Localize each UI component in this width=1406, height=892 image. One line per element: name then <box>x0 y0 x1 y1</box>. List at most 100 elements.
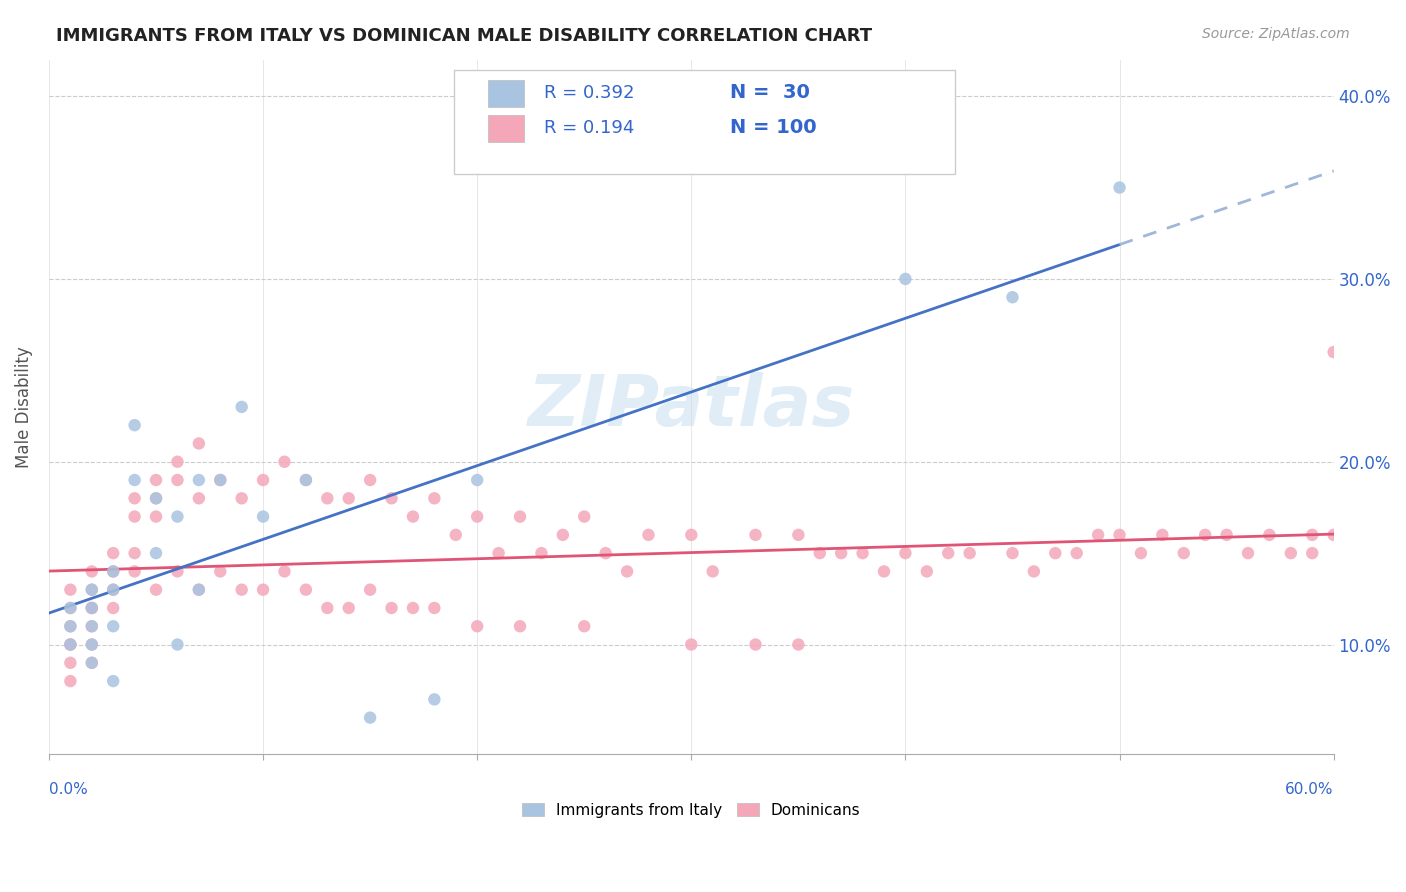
Point <box>1301 546 1323 560</box>
Point <box>894 272 917 286</box>
Text: N =  30: N = 30 <box>730 84 810 103</box>
Point <box>1323 528 1346 542</box>
Point <box>509 619 531 633</box>
Point <box>681 638 703 652</box>
Point <box>103 619 125 633</box>
Point <box>103 674 125 689</box>
Point <box>423 692 446 706</box>
Point <box>1087 528 1109 542</box>
Point <box>744 528 766 542</box>
Point <box>787 528 810 542</box>
Point <box>1045 546 1067 560</box>
Point <box>595 546 617 560</box>
Point <box>187 473 209 487</box>
Point <box>124 546 146 560</box>
Point <box>166 473 188 487</box>
Point <box>103 565 125 579</box>
Point <box>80 565 103 579</box>
Point <box>359 473 381 487</box>
Point <box>295 473 318 487</box>
Point <box>187 582 209 597</box>
Point <box>187 491 209 506</box>
Point <box>145 491 167 506</box>
Point <box>103 601 125 615</box>
Point <box>187 436 209 450</box>
Point <box>423 491 446 506</box>
Point <box>873 565 896 579</box>
Point <box>209 473 232 487</box>
Point <box>465 473 488 487</box>
Point <box>337 491 360 506</box>
Point <box>59 638 82 652</box>
Point <box>145 582 167 597</box>
Point <box>1194 528 1216 542</box>
Text: 0.0%: 0.0% <box>49 782 87 797</box>
Point <box>295 473 318 487</box>
Point <box>166 565 188 579</box>
Point <box>1323 345 1346 359</box>
Point <box>124 491 146 506</box>
Point <box>103 546 125 560</box>
Point <box>465 509 488 524</box>
Text: IMMIGRANTS FROM ITALY VS DOMINICAN MALE DISABILITY CORRELATION CHART: IMMIGRANTS FROM ITALY VS DOMINICAN MALE … <box>56 27 872 45</box>
Point <box>124 473 146 487</box>
Point <box>744 638 766 652</box>
Point <box>488 546 510 560</box>
Point <box>80 601 103 615</box>
Point <box>359 582 381 597</box>
Point <box>145 491 167 506</box>
Point <box>1108 180 1130 194</box>
Point <box>103 582 125 597</box>
Point <box>551 528 574 542</box>
Point <box>145 509 167 524</box>
Point <box>59 619 82 633</box>
Point <box>166 455 188 469</box>
Point <box>231 400 253 414</box>
Point <box>124 565 146 579</box>
Point <box>1215 528 1237 542</box>
Point <box>1108 528 1130 542</box>
Text: N = 100: N = 100 <box>730 118 817 137</box>
Point <box>402 601 425 615</box>
Point <box>337 601 360 615</box>
Point <box>59 582 82 597</box>
Point <box>231 582 253 597</box>
Point <box>273 455 295 469</box>
Point <box>574 619 596 633</box>
Point <box>80 638 103 652</box>
Point <box>59 638 82 652</box>
Y-axis label: Male Disability: Male Disability <box>15 346 32 467</box>
Point <box>1301 528 1323 542</box>
Point <box>80 619 103 633</box>
Point <box>124 509 146 524</box>
Point <box>80 656 103 670</box>
Point <box>1001 546 1024 560</box>
Point <box>936 546 959 560</box>
Point <box>1129 546 1152 560</box>
Point <box>59 674 82 689</box>
Point <box>465 619 488 633</box>
Point <box>423 601 446 615</box>
Point <box>80 582 103 597</box>
Point <box>1066 546 1088 560</box>
Point <box>252 509 274 524</box>
Point <box>1258 528 1281 542</box>
Point <box>59 619 82 633</box>
Text: 60.0%: 60.0% <box>1285 782 1334 797</box>
Point <box>1001 290 1024 304</box>
Point <box>80 601 103 615</box>
Point <box>702 565 724 579</box>
Point <box>509 509 531 524</box>
Point <box>295 582 318 597</box>
Point <box>444 528 467 542</box>
Point <box>231 491 253 506</box>
Point <box>316 601 339 615</box>
Point <box>166 638 188 652</box>
Text: ZIPatlas: ZIPatlas <box>527 372 855 442</box>
Point <box>637 528 659 542</box>
Text: Source: ZipAtlas.com: Source: ZipAtlas.com <box>1202 27 1350 41</box>
Point <box>530 546 553 560</box>
FancyBboxPatch shape <box>454 70 955 174</box>
FancyBboxPatch shape <box>488 80 524 107</box>
Point <box>359 711 381 725</box>
